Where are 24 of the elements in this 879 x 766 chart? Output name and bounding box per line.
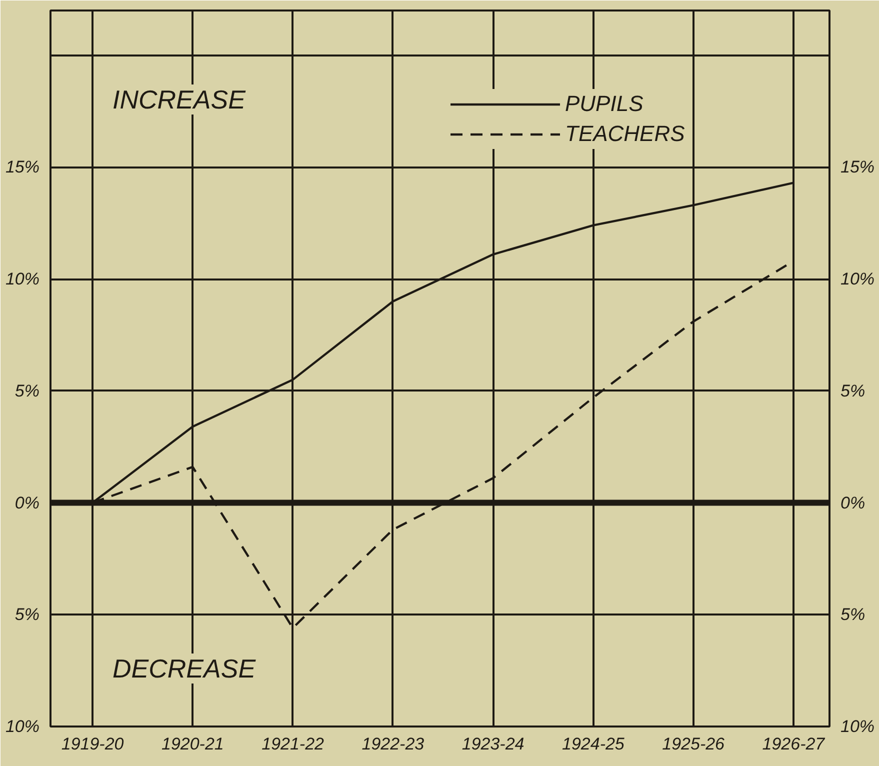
- y2-tick-label: 15%: [840, 158, 875, 177]
- legend-label: TEACHERS: [565, 120, 685, 148]
- y-tick-label: 0%: [14, 493, 40, 512]
- x-tick-label: 1922-23: [362, 734, 425, 754]
- x-tick-label: 1920-21: [161, 734, 224, 754]
- y-tick-label: 5%: [14, 381, 40, 400]
- y2-tick-label: 10%: [840, 717, 875, 736]
- y2-tick-label: 5%: [840, 605, 866, 624]
- y2-tick-label: 10%: [840, 270, 875, 288]
- x-tick-label: 1921-22: [262, 734, 325, 754]
- x-tick-label: 1919-20: [61, 734, 124, 754]
- x-tick-label: 1923-24: [462, 734, 524, 754]
- y-tick-label: 10%: [5, 717, 40, 736]
- y2-tick-label: 5%: [840, 381, 866, 400]
- annotation: DECREASE: [112, 654, 256, 684]
- y2-tick-label: 0%: [840, 493, 866, 512]
- legend-label: PUPILS: [565, 90, 644, 118]
- x-tick-label: 1924-25: [562, 734, 625, 754]
- y-tick-label: 10%: [5, 270, 40, 288]
- annotation: INCREASE: [112, 84, 246, 114]
- y-tick-label: 5%: [14, 605, 40, 624]
- x-tick-label: 1925-26: [662, 734, 726, 754]
- y-tick-label: 15%: [5, 158, 40, 177]
- x-tick-label: 1926-27: [762, 734, 826, 754]
